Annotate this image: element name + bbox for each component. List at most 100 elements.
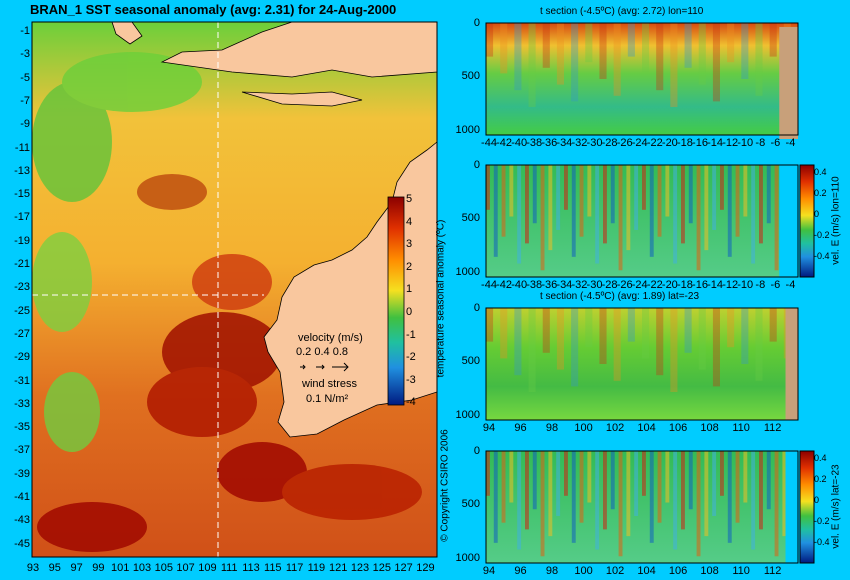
map-lat-tick: -9 bbox=[20, 118, 30, 131]
velocity-arrow-samples bbox=[300, 362, 349, 372]
panel-y-tick: 0 bbox=[473, 302, 480, 314]
map-lat-tick: -13 bbox=[14, 164, 30, 177]
panel-y-tick: 1000 bbox=[455, 265, 480, 278]
map-lat-tick: -27 bbox=[14, 327, 30, 340]
panel-x-tick: -4 bbox=[785, 279, 796, 291]
velocity-scale: 0.2 0.4 0.8 bbox=[296, 346, 348, 358]
wind-stress-value: 0.1 N/m² bbox=[306, 393, 349, 405]
sst-anomaly-map bbox=[31, 21, 438, 558]
panel-x-tick: 108 bbox=[700, 422, 719, 434]
panel-x-tick: 108 bbox=[700, 565, 719, 577]
panel-x-tick: 98 bbox=[545, 422, 559, 434]
section-land-mask bbox=[785, 451, 798, 563]
panel-y-tick: 500 bbox=[461, 70, 480, 83]
sst-colorbar-tick: -1 bbox=[406, 328, 416, 341]
section-land-mask bbox=[779, 27, 798, 139]
map-lon-tick: 97 bbox=[70, 562, 83, 574]
panel-x-tick: -36 bbox=[541, 137, 558, 149]
panel-x-tick: 96 bbox=[514, 422, 527, 434]
panel-y-tick: 1000 bbox=[455, 408, 480, 421]
panel-x-tick: -44 bbox=[481, 279, 497, 291]
panel-y-tick: 500 bbox=[461, 355, 480, 368]
panel-x-tick: -28 bbox=[601, 279, 618, 291]
sst-colorbar-label: temperature seasonal anomaly (ºC) bbox=[435, 219, 447, 378]
sst-colorbar bbox=[387, 196, 405, 406]
sst-colorbar-tick: 2 bbox=[406, 260, 413, 273]
panel-x-tick: 96 bbox=[514, 565, 527, 577]
panel-x-tick: -34 bbox=[556, 279, 573, 291]
panel-x-tick: -16 bbox=[692, 279, 708, 291]
sst-colorbar-tick: 5 bbox=[406, 193, 413, 205]
panel-x-tick: -4 bbox=[785, 137, 796, 149]
map-lon-tick: 129 bbox=[416, 562, 435, 574]
map-lat-tick: -5 bbox=[20, 71, 30, 84]
map-lon-tick: 113 bbox=[242, 562, 260, 574]
panel-x-tick: -18 bbox=[676, 279, 693, 291]
map-lat-tick: -43 bbox=[14, 514, 30, 527]
map-lat-tick: -7 bbox=[20, 94, 30, 107]
map-lon-tick: 119 bbox=[307, 562, 326, 574]
map-lon-tick: 117 bbox=[285, 562, 304, 574]
panel-x-tick: -22 bbox=[646, 137, 663, 149]
panel-x-tick: 100 bbox=[574, 422, 593, 434]
velocity-colorbar-label: vel. E (m/s) lon=110 bbox=[830, 176, 842, 265]
panel-x-tick: 104 bbox=[637, 565, 656, 577]
panel-x-tick: -34 bbox=[556, 137, 573, 149]
panel-x-tick: -44 bbox=[481, 137, 497, 149]
panel-y-tick: 500 bbox=[461, 498, 480, 511]
panel-x-tick: -30 bbox=[586, 137, 603, 149]
velocity-colorbar-tick: 0.4 bbox=[814, 167, 827, 177]
section-land-mask bbox=[785, 308, 798, 420]
map-lat-tick: -11 bbox=[14, 141, 30, 154]
panel-x-tick: 112 bbox=[763, 422, 782, 434]
map-lon-tick: 105 bbox=[154, 562, 173, 574]
map-lon-tick: 125 bbox=[372, 562, 391, 574]
map-lat-tick: -41 bbox=[14, 491, 30, 503]
main-title: BRAN_1 SST seasonal anomaly (avg: 2.31) … bbox=[30, 2, 397, 17]
panel-x-tick: -14 bbox=[707, 137, 724, 149]
panel-x-tick: 112 bbox=[763, 565, 782, 577]
map-lon-tick: 127 bbox=[394, 562, 413, 574]
sst-colorbar-tick: 4 bbox=[406, 215, 413, 228]
panel-x-tick: -14 bbox=[707, 279, 724, 291]
map-lon-tick: 107 bbox=[176, 562, 195, 574]
panel-x-tick: -6 bbox=[770, 279, 781, 291]
cool-patches bbox=[32, 52, 202, 452]
panel-x-tick: -28 bbox=[601, 137, 618, 149]
panel-x-tick: 106 bbox=[668, 565, 688, 577]
panel-x-tick: -8 bbox=[755, 137, 766, 149]
panel-x-tick: -30 bbox=[586, 279, 603, 291]
velocity-colorbar-tick: 0.4 bbox=[814, 453, 827, 463]
panel-x-tick: -12 bbox=[722, 279, 739, 291]
panel-x-tick: -26 bbox=[616, 137, 633, 149]
panel-x-tick: 106 bbox=[668, 422, 688, 434]
velocity-colorbar-tick: 0.2 bbox=[814, 474, 827, 484]
panel-x-tick: 110 bbox=[732, 422, 750, 434]
velocity-colorbar-tick: 0.2 bbox=[814, 188, 827, 198]
map-lat-tick: -31 bbox=[14, 374, 30, 387]
section-plot bbox=[485, 450, 799, 564]
panel-x-tick: 94 bbox=[482, 565, 496, 577]
panel-x-tick: -10 bbox=[737, 137, 754, 149]
panel-y-tick: 0 bbox=[473, 159, 480, 171]
map-lat-tick: -15 bbox=[14, 188, 30, 201]
panel-x-tick: -22 bbox=[646, 279, 663, 291]
map-lat-tick: -19 bbox=[14, 234, 30, 247]
map-lat-tick: -17 bbox=[14, 211, 30, 224]
panel-x-tick: -32 bbox=[571, 279, 588, 291]
map-lat-tick: -1 bbox=[20, 25, 30, 37]
panel-x-tick: -8 bbox=[755, 279, 766, 291]
map-lon-tick: 111 bbox=[220, 562, 238, 574]
panel-x-tick: -38 bbox=[526, 279, 543, 291]
map-lon-tick: 93 bbox=[26, 562, 40, 574]
panel-x-tick: 110 bbox=[732, 565, 750, 577]
map-lat-tick: -25 bbox=[14, 304, 30, 317]
velocity-colorbar-tick: -0.2 bbox=[814, 230, 830, 240]
panel-x-tick: -36 bbox=[541, 279, 558, 291]
sst-colorbar-tick: 0 bbox=[406, 306, 413, 318]
section-land-mask bbox=[779, 165, 798, 277]
map-lat-tick: -33 bbox=[14, 397, 30, 410]
panel-x-tick: -32 bbox=[571, 137, 588, 149]
panel-x-tick: -16 bbox=[692, 137, 708, 149]
panel-y-tick: 1000 bbox=[455, 551, 480, 564]
